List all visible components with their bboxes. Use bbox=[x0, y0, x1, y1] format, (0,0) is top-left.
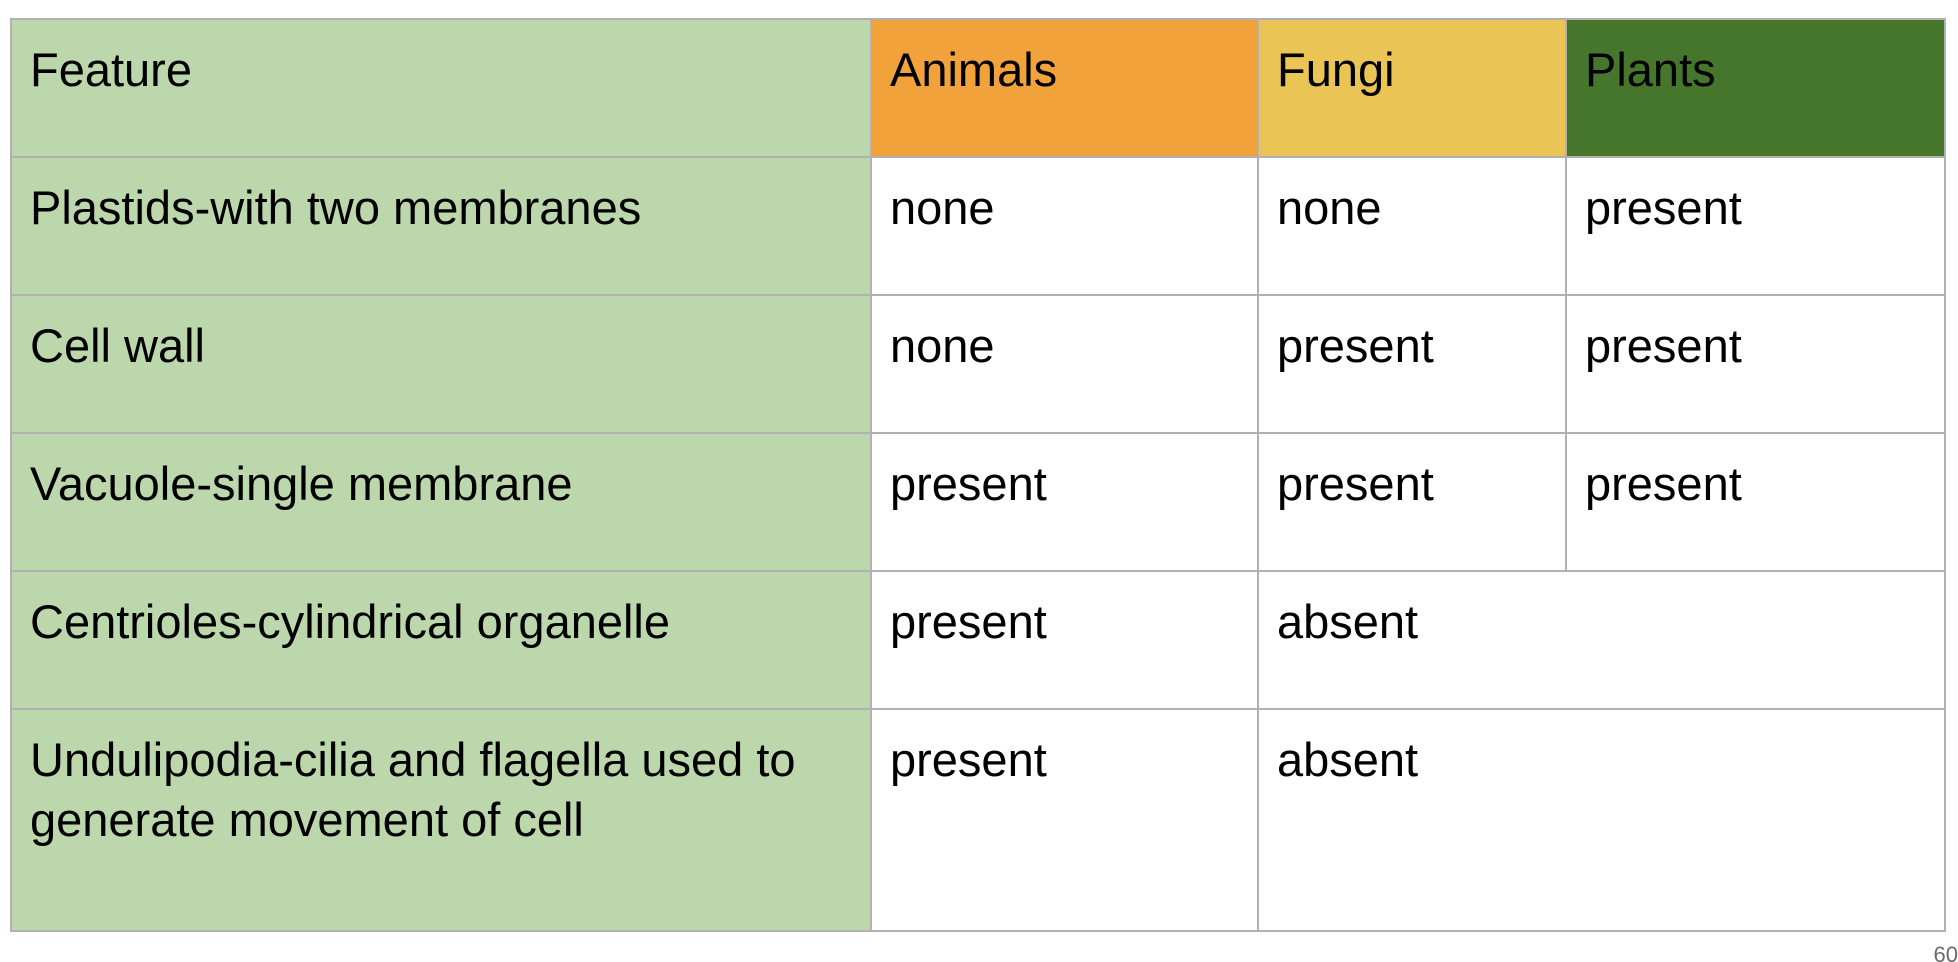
header-row: Feature Animals Fungi Plants bbox=[10, 18, 1946, 158]
fungi-cell: none bbox=[1257, 156, 1567, 296]
plants-cell: present bbox=[1565, 294, 1946, 434]
plants-cell: present bbox=[1565, 432, 1946, 572]
feature-cell: Cell wall bbox=[10, 294, 872, 434]
fungi-cell: present bbox=[1257, 432, 1567, 572]
animals-cell: none bbox=[870, 156, 1259, 296]
table-row: Vacuole-single membrane present present … bbox=[10, 432, 1946, 572]
header-feature: Feature bbox=[10, 18, 872, 158]
header-plants: Plants bbox=[1565, 18, 1946, 158]
table-row: Undulipodia-cilia and flagella used to g… bbox=[10, 708, 1946, 932]
header-fungi: Fungi bbox=[1257, 18, 1567, 158]
animals-cell: present bbox=[870, 570, 1259, 710]
page-number: 60 bbox=[1933, 942, 1958, 962]
fungi-plants-merged-cell: absent bbox=[1257, 570, 1946, 710]
feature-cell: Vacuole-single membrane bbox=[10, 432, 872, 572]
feature-cell: Plastids-with two membranes bbox=[10, 156, 872, 296]
table-row: Cell wall none present present bbox=[10, 294, 1946, 434]
table-row: Plastids-with two membranes none none pr… bbox=[10, 156, 1946, 296]
comparison-table: Feature Animals Fungi Plants Plastids-wi… bbox=[10, 18, 1946, 932]
animals-cell: none bbox=[870, 294, 1259, 434]
fungi-plants-merged-cell: absent bbox=[1257, 708, 1946, 932]
fungi-cell: present bbox=[1257, 294, 1567, 434]
table-row: Centrioles-cylindrical organelle present… bbox=[10, 570, 1946, 710]
header-animals: Animals bbox=[870, 18, 1259, 158]
plants-cell: present bbox=[1565, 156, 1946, 296]
feature-cell: Centrioles-cylindrical organelle bbox=[10, 570, 872, 710]
animals-cell: present bbox=[870, 708, 1259, 932]
feature-cell: Undulipodia-cilia and flagella used to g… bbox=[10, 708, 872, 932]
animals-cell: present bbox=[870, 432, 1259, 572]
